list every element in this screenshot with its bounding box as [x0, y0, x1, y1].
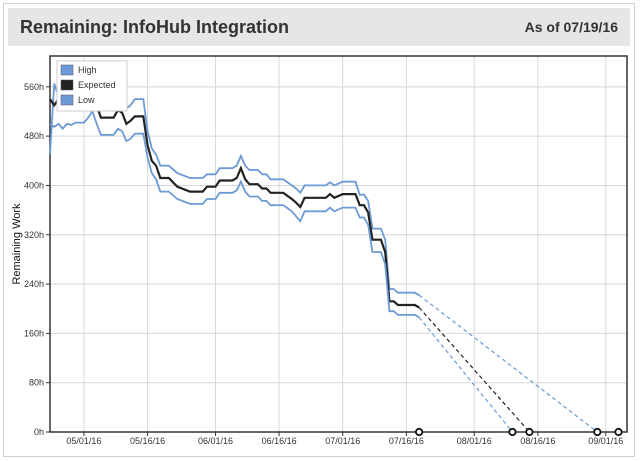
legend-swatch-expected [60, 79, 74, 91]
x-tick-label: 09/01/16 [588, 436, 623, 446]
series-line-low [49, 109, 420, 319]
y-tick-label: 400h [24, 180, 44, 190]
x-tick-label: 05/16/16 [130, 436, 165, 446]
y-axis: 0h 80h 160h 240h 320h 400h 480h 560h [24, 82, 50, 437]
x-tick-label: 08/16/16 [520, 436, 555, 446]
legend-label-high: High [78, 65, 97, 75]
legend-swatch-low [60, 94, 74, 106]
plot-area [49, 55, 628, 433]
y-tick-label: 0h [34, 427, 44, 437]
series-lines [49, 75, 420, 319]
y-tick-label: 80h [29, 378, 44, 388]
x-tick-label: 08/01/16 [457, 436, 492, 446]
x-tick-label: 06/16/16 [262, 436, 297, 446]
legend-label-expected: Expected [78, 80, 116, 90]
chart-title: Remaining: InfoHub Integration [20, 17, 289, 37]
y-tick-label: 320h [24, 230, 44, 240]
y-tick-label: 560h [24, 82, 44, 92]
zero-marker [614, 427, 623, 437]
legend: High Expected Low [56, 60, 128, 112]
x-axis: 05/01/16 05/16/16 06/01/16 06/16/16 07/01/16… [66, 432, 623, 446]
projection-line-low [418, 316, 513, 433]
as-of-date: As of 07/19/16 [524, 19, 618, 35]
zero-markers [415, 427, 623, 437]
legend-label-low: Low [78, 95, 95, 105]
x-tick-label: 07/16/16 [389, 436, 424, 446]
y-tick-label: 240h [24, 279, 44, 289]
y-tick-label: 480h [24, 131, 44, 141]
series-line-expected [49, 87, 420, 309]
projection-lines [418, 294, 598, 433]
zero-marker [415, 427, 424, 437]
grid [50, 56, 627, 433]
legend-swatch-high [60, 64, 74, 76]
x-tick-label: 07/01/16 [325, 436, 360, 446]
projection-line-high [418, 294, 598, 433]
x-tick-label: 05/01/16 [66, 436, 101, 446]
zero-marker [525, 427, 534, 437]
x-tick-label: 06/01/16 [198, 436, 233, 446]
zero-marker [508, 427, 517, 437]
y-axis-label: Remaining Work [11, 203, 23, 285]
chart-header: Remaining: InfoHub Integration As of 07/… [8, 8, 630, 46]
zero-marker [593, 427, 602, 437]
y-tick-label: 160h [24, 328, 44, 338]
